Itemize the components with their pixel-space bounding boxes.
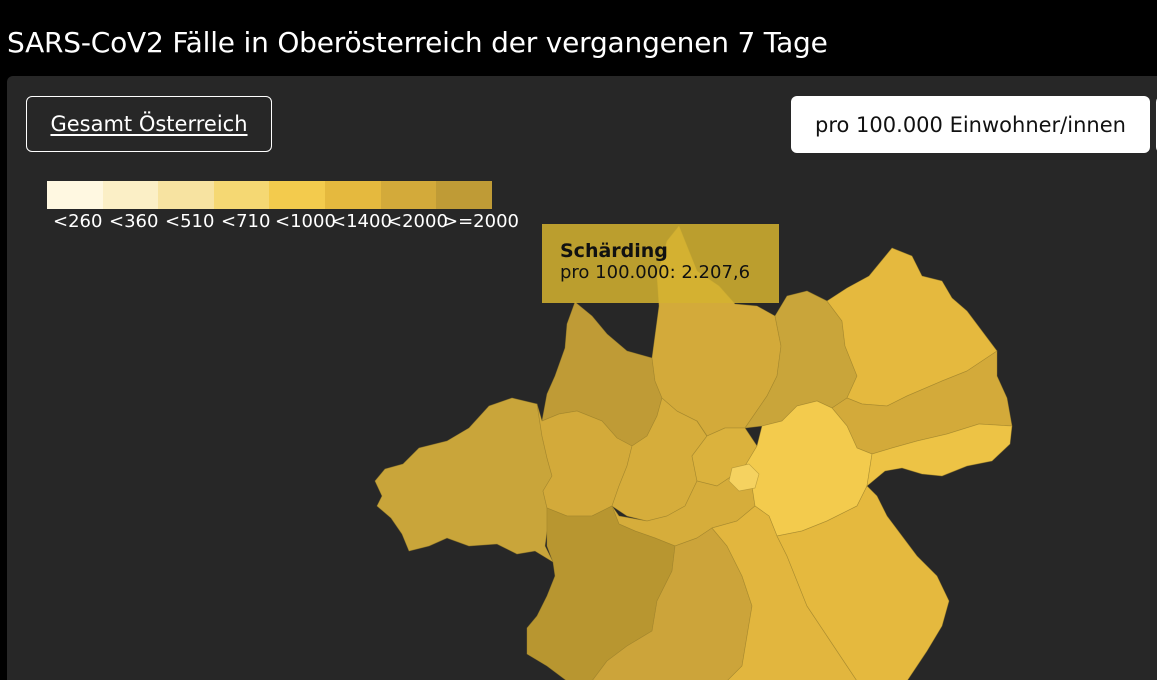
district-tooltip: Schärding pro 100.000: 2.207,6 bbox=[542, 224, 779, 303]
legend-label-1: <260 bbox=[53, 211, 103, 232]
tooltip-incidence-value: pro 100.000: 2.207,6 bbox=[560, 262, 751, 283]
legend-swatch-7 bbox=[380, 181, 437, 209]
page-title: SARS-CoV2 Fälle in Oberösterreich der ve… bbox=[7, 26, 828, 59]
legend-swatch-3 bbox=[158, 181, 214, 209]
district-steyr-land[interactable] bbox=[776, 485, 950, 680]
legend-label-4: <710 bbox=[221, 211, 271, 232]
district-map bbox=[374, 225, 1013, 680]
legend-label-5: <1000 bbox=[275, 211, 336, 232]
legend-swatch-2 bbox=[102, 181, 159, 209]
austria-overview-button[interactable]: Gesamt Österreich bbox=[26, 96, 272, 152]
map-panel: Gesamt Österreich pro 100.000 Einwohner/… bbox=[7, 76, 1157, 680]
legend-label-7: <2000 bbox=[387, 211, 448, 232]
tooltip-district-name: Schärding bbox=[560, 240, 668, 262]
district-linz-stadt[interactable] bbox=[728, 463, 760, 492]
metric-toggle-button[interactable]: pro 100.000 Einwohner/innen bbox=[791, 96, 1150, 153]
legend-swatch-1 bbox=[47, 181, 103, 209]
legend-labels: <260 <360 <510 <710 <1000 <1400 <2000 >=… bbox=[47, 211, 527, 237]
legend-swatch-6 bbox=[324, 181, 381, 209]
legend-label-8: >=2000 bbox=[443, 211, 519, 232]
district-braunau[interactable] bbox=[374, 397, 554, 563]
color-legend: <260 <360 <510 <710 <1000 <1400 <2000 >=… bbox=[47, 181, 519, 241]
legend-swatches bbox=[47, 181, 492, 209]
legend-label-2: <360 bbox=[109, 211, 159, 232]
legend-swatch-4 bbox=[213, 181, 270, 209]
legend-swatch-8 bbox=[436, 181, 492, 209]
district-enns-edge[interactable] bbox=[866, 423, 1013, 487]
legend-swatch-5 bbox=[269, 181, 325, 209]
legend-label-3: <510 bbox=[165, 211, 215, 232]
legend-label-6: <1400 bbox=[331, 211, 392, 232]
